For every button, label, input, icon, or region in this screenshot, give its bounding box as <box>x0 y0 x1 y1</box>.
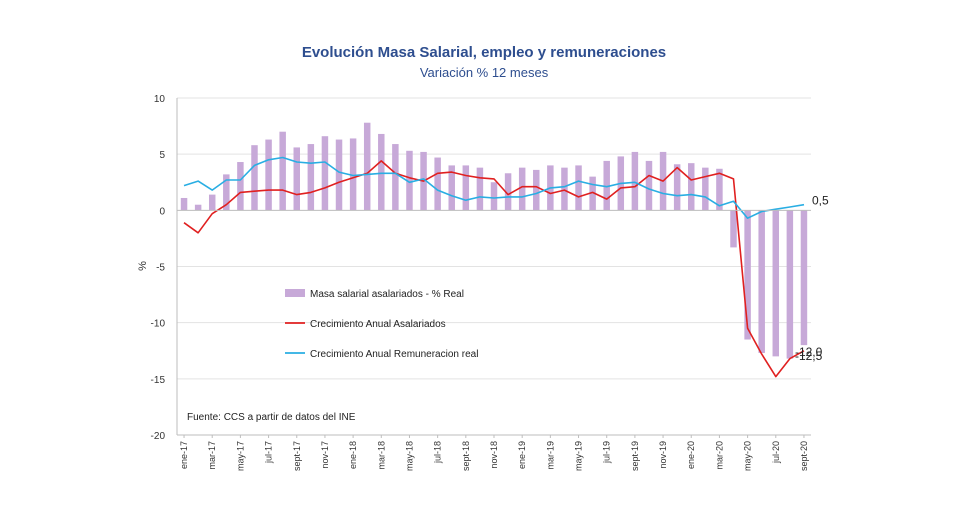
bar-masa-salarial <box>786 210 794 359</box>
bar-masa-salarial <box>603 160 610 211</box>
bar-masa-salarial <box>533 169 540 211</box>
y-tick-label: -15 <box>151 375 166 386</box>
chart-subtitle: Variación % 12 meses <box>420 65 549 80</box>
gridlines <box>177 97 811 436</box>
y-tick-label: -20 <box>151 431 166 442</box>
bar-masa-salarial <box>265 139 272 211</box>
x-tick-label: mar-19 <box>545 441 555 470</box>
data-annotations: 0,5 -12,0-12,5 <box>795 194 829 363</box>
x-tick-label: mar-18 <box>376 441 386 470</box>
bar-masa-salarial <box>434 157 441 211</box>
bar-masa-salarial <box>800 210 808 346</box>
bar-masa-salarial <box>631 151 639 211</box>
line-crecimiento-asalariados <box>183 160 805 378</box>
x-tick-label: may-18 <box>405 441 415 471</box>
x-tick-label: nov-17 <box>320 441 330 469</box>
bar-masa-salarial <box>237 162 244 211</box>
bar-masa-salarial <box>772 210 780 357</box>
x-tick-label: may-17 <box>235 441 245 471</box>
bar-masa-salarial <box>504 173 512 211</box>
bar-masa-salarial <box>688 163 695 211</box>
bar-masa-salarial <box>589 176 596 211</box>
bar-masa-salarial <box>307 144 315 211</box>
x-tick-label: ene-20 <box>686 441 696 469</box>
y-tick-label: -10 <box>151 319 166 330</box>
x-tick-label: may-19 <box>574 441 584 471</box>
bar-masa-salarial <box>645 160 653 211</box>
x-tick-label: nov-19 <box>658 441 668 469</box>
y-tick-label: 5 <box>159 150 165 161</box>
bar-masa-salarial <box>518 167 526 211</box>
x-tick-label: ene-19 <box>517 441 527 469</box>
x-tick-label: jul-17 <box>264 441 274 464</box>
bar-masa-salarial <box>180 197 188 211</box>
bar-masa-salarial <box>716 168 723 211</box>
x-tick-label: sept-17 <box>292 441 302 471</box>
bar-masa-salarial <box>335 139 343 211</box>
bar-masa-salarial <box>406 150 413 211</box>
bar-masa-salarial <box>673 164 681 211</box>
x-tick-label: jul-18 <box>433 441 443 464</box>
bar-masa-salarial <box>279 131 286 211</box>
bar-masa-salarial <box>561 167 568 211</box>
source-note: Fuente: CCS a partir de datos del INE <box>187 412 356 423</box>
chart-title: Evolución Masa Salarial, empleo y remune… <box>302 44 666 61</box>
axes: 10 5 0 -5 -10 -15 -20 ene-17 mar-17 may-17 jul-17 s… <box>151 94 811 471</box>
bar-masa-salarial <box>392 144 399 211</box>
y-tick-label: 10 <box>154 94 166 105</box>
data-label: -12,5 <box>795 349 823 363</box>
bar-masa-salarial <box>490 182 498 211</box>
legend-label: Crecimiento Anual Asalariados <box>310 319 446 330</box>
legend-label: Crecimiento Anual Remuneracion real <box>310 349 478 360</box>
bar-masa-salarial <box>321 136 329 211</box>
bar-masa-salarial <box>758 210 765 353</box>
x-tick-label: mar-20 <box>714 441 724 470</box>
x-tick-label: nov-18 <box>489 441 499 469</box>
bar-masa-salarial <box>448 165 455 211</box>
bar-masa-salarial <box>349 138 357 211</box>
data-label: 0,5 <box>812 194 829 208</box>
bar-masa-salarial <box>293 147 300 211</box>
bar-masa-salarial <box>208 194 216 211</box>
legend-swatch-masa-salarial <box>285 289 305 297</box>
x-tick-label: ene-18 <box>348 441 358 469</box>
bar-masa-salarial <box>223 174 230 211</box>
bar-masa-salarial <box>363 122 371 211</box>
y-axis-label: % <box>137 261 149 271</box>
legend-label: Masa salarial asalariados - % Real <box>310 289 464 300</box>
x-tick-label: jul-19 <box>602 441 612 464</box>
x-tick-label: mar-17 <box>207 441 217 470</box>
x-tick-label: may-20 <box>743 441 753 471</box>
line-crecimiento-remuneracion <box>183 156 805 219</box>
data-label: -12,0 <box>795 345 823 359</box>
bar-masa-salarial <box>194 204 202 211</box>
bar-masa-salarial <box>702 167 709 211</box>
bar-masa-salarial <box>462 165 470 211</box>
bar-masa-salarial <box>476 167 484 211</box>
x-tick-label: sept-20 <box>799 441 809 471</box>
x-tick-label: jul-20 <box>771 441 781 464</box>
bar-masa-salarial <box>744 210 751 340</box>
x-tick-label: ene-17 <box>179 441 189 469</box>
x-tick-label: sept-19 <box>630 441 640 471</box>
legend: Masa salarial asalariados - % Real Crecim… <box>285 289 478 360</box>
bar-masa-salarial <box>575 165 582 211</box>
y-tick-label: -5 <box>156 263 165 274</box>
bar-masa-salarial <box>730 210 737 248</box>
bar-masa-salarial <box>378 133 385 211</box>
line-series <box>183 156 805 378</box>
bar-masa-salarial <box>251 145 258 211</box>
x-tick-label: sept-18 <box>461 441 471 471</box>
y-tick-label: 0 <box>159 206 165 217</box>
